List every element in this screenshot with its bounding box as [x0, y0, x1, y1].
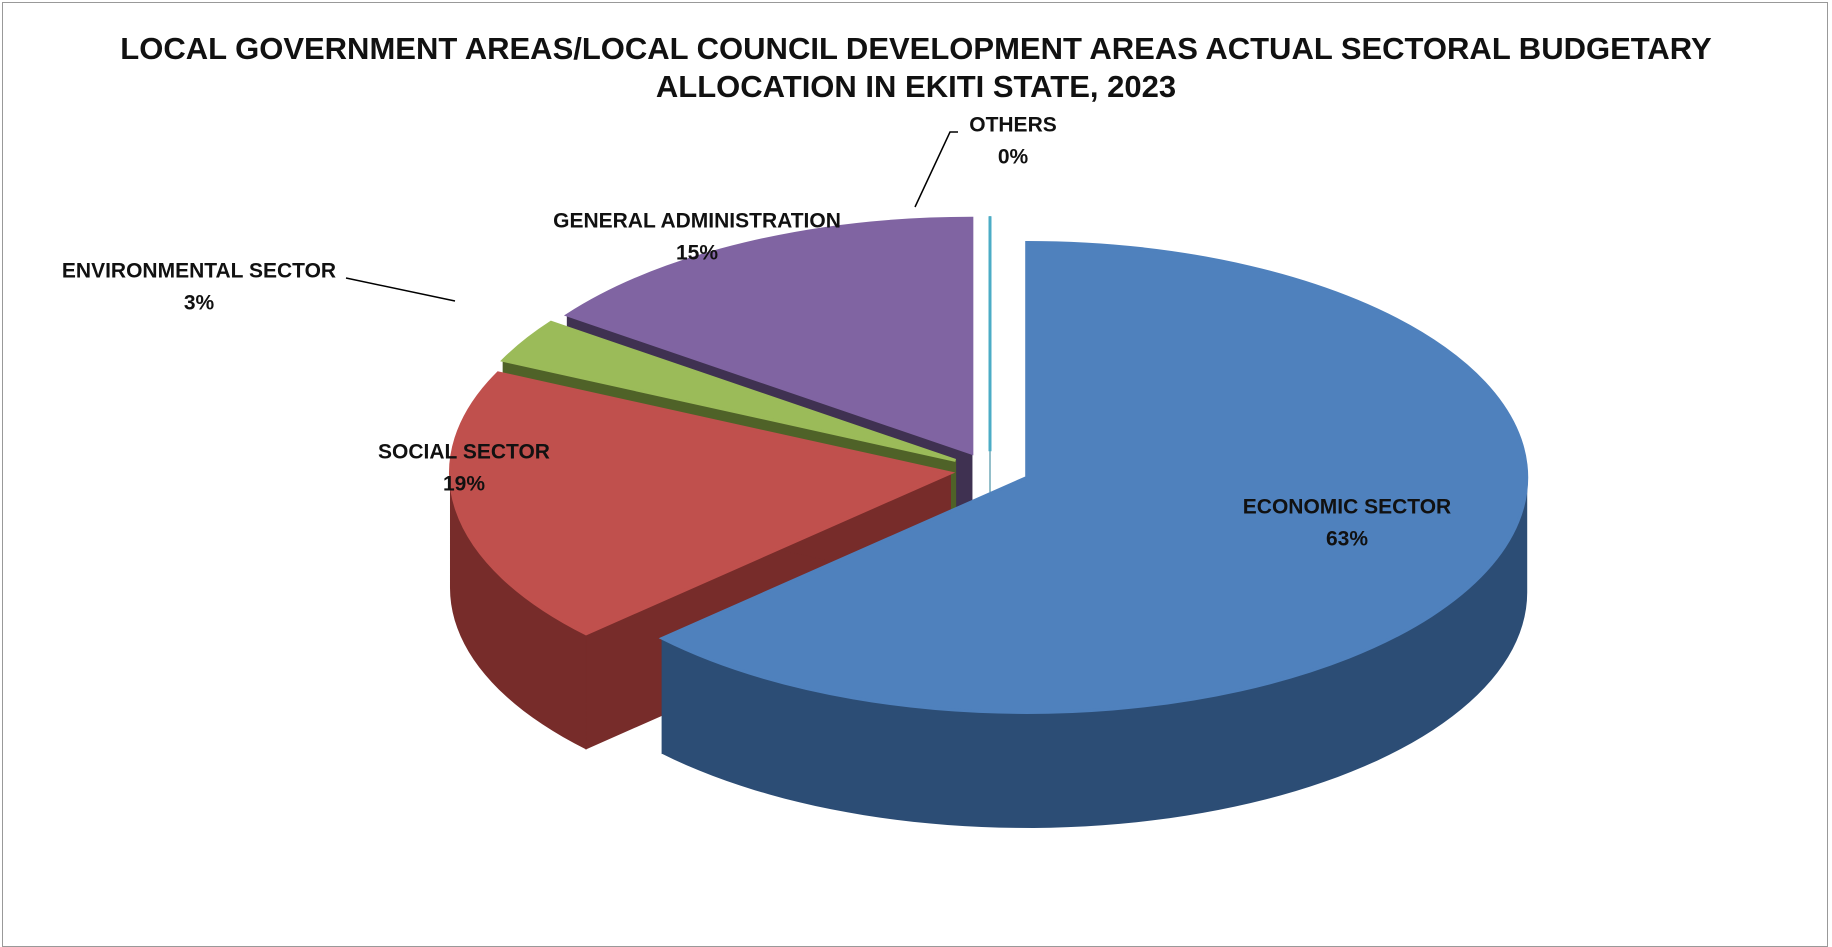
slice-label: GENERAL ADMINISTRATION [553, 210, 841, 233]
value-label: 15% [676, 242, 718, 265]
slice [658, 240, 1529, 714]
value-label: 0% [998, 146, 1029, 169]
slice-label: OTHERS [969, 114, 1057, 137]
leader-line [345, 277, 456, 302]
value-label: 19% [443, 473, 485, 496]
value-label: 3% [184, 292, 215, 315]
slice-label: ECONOMIC SECTOR [1243, 496, 1451, 519]
slice [500, 320, 957, 462]
slice [449, 371, 956, 636]
layer [449, 216, 1529, 714]
slice [563, 216, 974, 456]
slice-label: SOCIAL SECTOR [378, 441, 550, 464]
chart-title: LOCAL GOVERNMENT AREAS/LOCAL COUNCIL DEV… [120, 31, 1712, 104]
leader-line [914, 131, 958, 208]
slice-label: ENVIRONMENTAL SECTOR [62, 260, 336, 283]
value-label: 63% [1326, 528, 1368, 551]
layer: ECONOMIC SECTOR 63% SOCIAL SECTOR 19% ENVIRO… [62, 114, 1451, 551]
